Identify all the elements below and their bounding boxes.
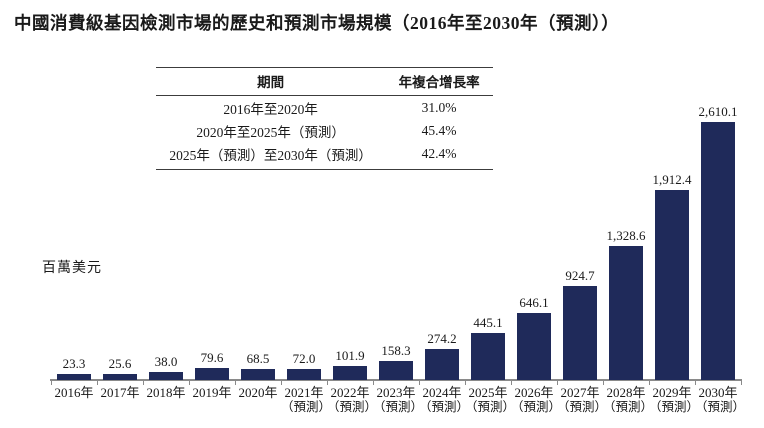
x-axis-label-2016年: 2016年 [54,385,94,400]
bar-value-label: 25.6 [108,356,132,371]
x-axis-label-2017年: 2017年 [100,385,140,400]
chart-title: 中國消費級基因檢測市場的歷史和預測市場規模（2016年至2030年（預測）） [14,13,620,33]
cagr-period-cell: 2025年（預測）至2030年（預測） [169,147,372,163]
cagr-period-cell: 2020年至2025年（預測） [196,124,345,140]
x-axis-label-2025年: 2025年 （預測） [465,385,516,415]
bar-2024年 [425,349,459,380]
bar-value-label: 924.7 [565,268,595,283]
forecast-suffix-label: （預測） [695,400,746,414]
forecast-suffix-label: （預測） [281,400,332,414]
bar-2023年 [379,361,413,380]
cagr-value-cell: 42.4% [421,145,457,161]
bar-value-label: 101.9 [335,348,365,363]
x-axis-tick [280,380,282,385]
bar-2016年 [57,374,91,380]
y-axis-unit-label: 百萬美元 [42,261,102,276]
forecast-suffix-label: （預測） [603,400,654,414]
x-axis-tick [602,380,604,385]
x-axis-label-2026年: 2026年 （預測） [511,385,562,415]
bar-value-label: 2,610.1 [698,104,738,119]
cagr-value-cell: 31.0% [421,99,457,115]
bar-value-label: 38.0 [154,354,178,369]
bar-2029年 [655,190,689,380]
cagr-table-header: 期間 年複合增長率 [156,67,493,96]
bar-value-label: 23.3 [62,356,86,371]
forecast-suffix-label: （預測） [419,400,470,414]
x-axis-tick [418,380,420,385]
forecast-suffix-label: （預測） [373,400,424,414]
x-axis-tick [372,380,374,385]
cagr-table-header-period: 期間 [156,67,386,96]
bar-2027年 [563,286,597,380]
cagr-table-body: 2016年至2020年 31.0% 2020年至2025年（預測） 45.4% 2025… [156,96,493,169]
bar-value-label: 445.1 [473,315,503,330]
x-axis-label-2020年: 2020年 [238,385,278,400]
bar-2022年 [333,366,367,380]
x-axis-tick [648,380,650,385]
x-axis-tick [326,380,328,385]
cagr-period-cell: 2016年至2020年 [223,101,318,117]
cagr-table-row: 2016年至2020年 31.0% [156,96,493,120]
bar-2030年 [701,122,735,380]
x-axis-line [50,379,742,381]
bar-value-label: 68.5 [246,351,270,366]
bar-value-label: 79.6 [200,350,224,365]
bar-value-label: 1,328.6 [606,228,646,243]
bar-2018年 [149,372,183,380]
forecast-suffix-label: （預測） [327,400,378,414]
bar-2020年 [241,369,275,380]
bar-value-label: 646.1 [519,295,549,310]
x-axis-label-2027年: 2027年 （預測） [557,385,608,415]
x-axis-tick [510,380,512,385]
cagr-table-header-cagr: 年複合增長率 [385,67,493,96]
x-axis-label-2030年: 2030年 （預測） [695,385,746,415]
x-axis-tick [464,380,466,385]
x-axis-tick [694,380,696,385]
x-axis-label-2023年: 2023年 （預測） [373,385,424,415]
x-axis-tick [740,380,742,385]
x-axis-label-2021年: 2021年 （預測） [281,385,332,415]
bar-2028年 [609,246,643,380]
forecast-suffix-label: （預測） [649,400,700,414]
forecast-suffix-label: （預測） [465,400,516,414]
bar-2017年 [103,374,137,380]
cagr-table: 期間 年複合增長率 2016年至2020年 31.0% 2020年至2025年（預測… [156,67,493,170]
x-axis-label-2022年: 2022年 （預測） [327,385,378,415]
bar-2025年 [471,333,505,380]
x-axis-label-2028年: 2028年 （預測） [603,385,654,415]
forecast-suffix-label: （預測） [511,400,562,414]
x-axis-tick [96,380,98,385]
cagr-value-cell: 45.4% [421,122,457,138]
x-axis-label-2018年: 2018年 [146,385,186,400]
bar-value-label: 1,912.4 [652,172,692,187]
cagr-table-row: 2020年至2025年（預測） 45.4% [156,119,493,142]
bar-2021年 [287,369,321,380]
x-axis-label-2019年: 2019年 [192,385,232,400]
x-axis-tick [188,380,190,385]
bar-value-label: 274.2 [427,331,457,346]
x-axis-tick [50,380,52,385]
x-axis-tick [556,380,558,385]
forecast-suffix-label: （預測） [557,400,608,414]
x-axis-tick [142,380,144,385]
cagr-table-row: 2025年（預測）至2030年（預測） 42.4% [156,142,493,169]
bar-2026年 [517,313,551,380]
x-axis-label-2024年: 2024年 （預測） [419,385,470,415]
x-axis-label-2029年: 2029年 （預測） [649,385,700,415]
x-axis-tick [234,380,236,385]
bar-value-label: 72.0 [292,351,316,366]
bar-2019年 [195,368,229,380]
bar-value-label: 158.3 [381,343,411,358]
